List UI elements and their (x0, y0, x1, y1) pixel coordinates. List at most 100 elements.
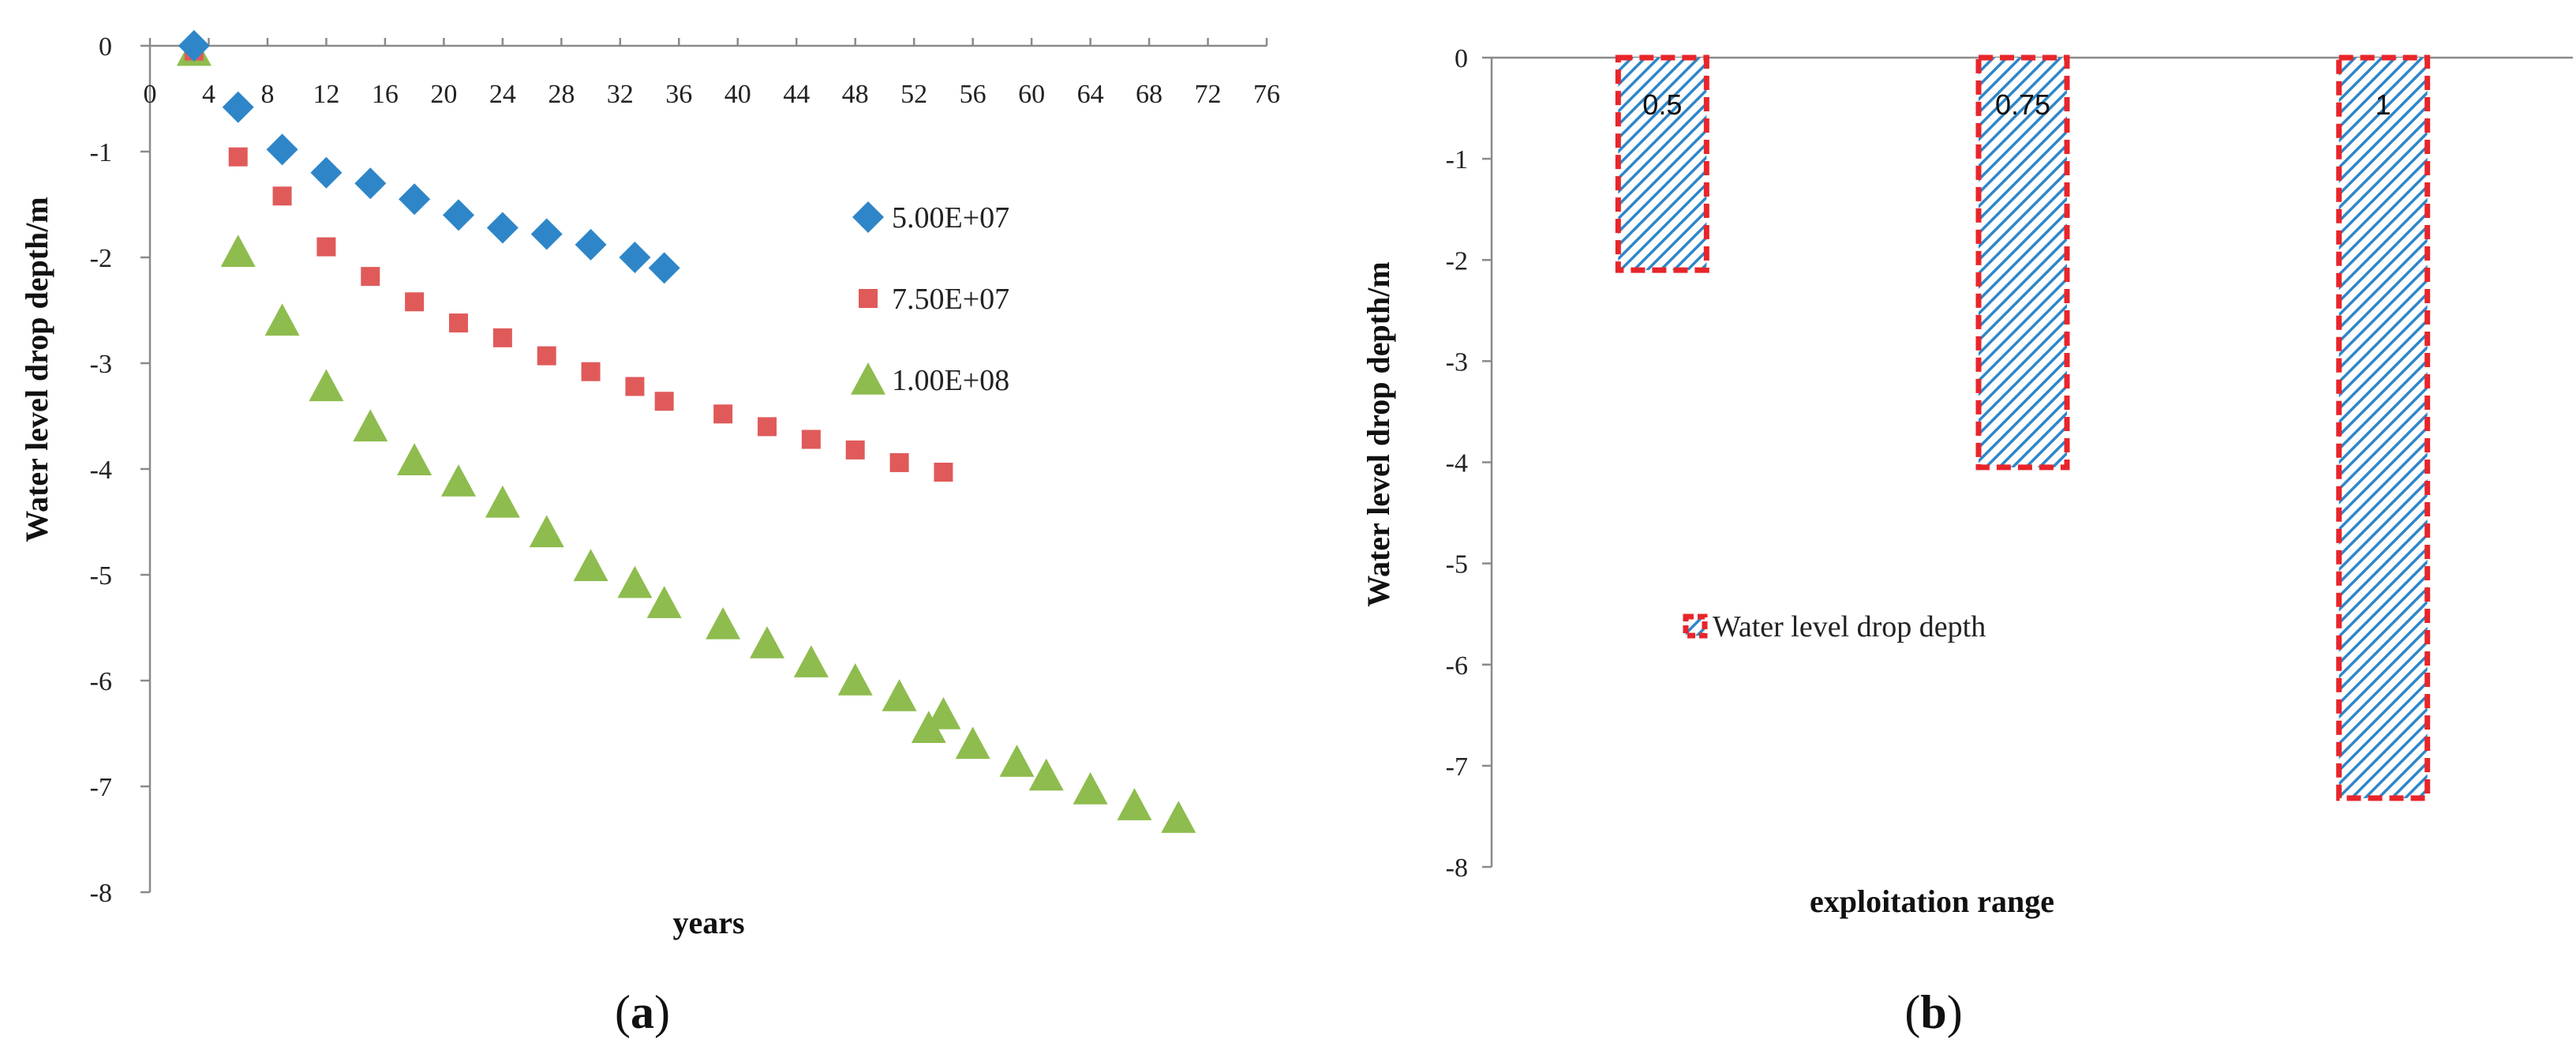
chart-b-y-tick-label: -6 (1446, 651, 1468, 681)
chart-b-bars: 0.5 0.75 1 (1615, 54, 2431, 801)
chart-a-point-diamond (222, 91, 254, 123)
legend-entry-label: Water level drop depth (1713, 610, 1986, 643)
chart-a-y-tick-label: -7 (90, 773, 112, 802)
chart-b-y-ticks: 0 -1 -2 -3 -4 -5 -6 -7 -8 (1446, 44, 1492, 883)
panel-a-label: (a) (615, 986, 670, 1038)
chart-a-point-square (228, 147, 248, 167)
chart-a-point-square (316, 237, 336, 257)
chart-a-point-triangle (646, 586, 682, 618)
chart-a-point-triangle (617, 565, 653, 598)
chart-a-x-tick-label: 60 (1018, 80, 1045, 109)
chart-a-y-tick-label: -5 (90, 561, 112, 591)
bar-1 (2336, 54, 2431, 801)
chart-a-y-ticks: 0 -1 -2 -3 -4 -5 -6 -7 -8 (90, 32, 150, 908)
chart-a-point-square (625, 377, 645, 396)
chart-a-y-tick-label: -2 (90, 244, 112, 273)
chart-a-point-diamond (178, 30, 210, 62)
chart-a-point-square (654, 392, 674, 411)
chart-a-point-triangle (882, 679, 917, 711)
chart-a-point-triangle (353, 409, 388, 442)
chart-a-point-triangle (485, 485, 520, 518)
chart-a-point-triangle (706, 606, 741, 640)
chart-a-point-triangle (837, 663, 873, 696)
chart-a-x-tick-label: 8 (260, 80, 274, 109)
chart-b: 0 -1 -2 -3 -4 -5 -6 -7 -8 0.5 0.75 1 Water level d… (1361, 44, 2573, 1038)
chart-a-x-tick-label: 64 (1077, 80, 1104, 109)
chart-a-point-square (934, 463, 953, 482)
chart-b-y-axis-title: Water level drop depth/m (1361, 261, 1396, 606)
chart-a-x-tick-label: 16 (372, 80, 399, 109)
chart-a-point-square (272, 186, 292, 206)
chart-a-point-square (889, 452, 909, 472)
chart-a-point-square (361, 267, 380, 287)
chart-a-point-triangle (749, 626, 784, 658)
chart-a-point-triangle (529, 515, 564, 548)
chart-a-y-axis-title: Water level drop depth/m (19, 197, 54, 542)
chart-a: 0 4 8 12 16 20 24 28 32 36 40 44 48 52 56 60 64 68 72 76 0-… (19, 30, 1280, 1038)
chart-a-y-tick-label: 0 (99, 32, 112, 62)
bar-data-label: 0.5 (1642, 88, 1682, 121)
chart-a-x-tick-label: 36 (665, 80, 692, 109)
chart-a-point-diamond (575, 228, 607, 261)
chart-a-x-tick-label: 28 (548, 80, 575, 109)
chart-a-x-tick-label: 24 (489, 80, 516, 109)
chart-a-x-tick-label: 76 (1253, 80, 1280, 109)
bar-0.75 (1975, 54, 2070, 471)
chart-a-point-triangle (440, 464, 476, 497)
chart-a-point-diamond (619, 242, 651, 273)
bar-0.5 (1615, 54, 1709, 273)
chart-a-point-triangle (573, 549, 608, 581)
legend-entry-label: 7.50E+07 (892, 283, 1009, 316)
chart-b-y-tick-label: 0 (1455, 44, 1468, 73)
chart-a-x-tick-label: 48 (842, 80, 869, 109)
chart-a-point-square (581, 362, 601, 381)
chart-a-x-tick-label: 4 (202, 80, 215, 109)
chart-a-point-triangle (220, 234, 256, 267)
chart-a-point-square (757, 417, 777, 437)
chart-a-point-triangle (999, 745, 1035, 777)
chart-a-point-square (492, 328, 512, 347)
legend-entry-label: 1.00E+08 (892, 364, 1009, 397)
chart-a-point-square (537, 346, 556, 366)
chart-a-x-tick-label: 12 (313, 80, 339, 109)
chart-a-x-tick-label: 68 (1136, 80, 1163, 109)
legend-marker-diamond (852, 201, 884, 233)
legend-entry-label: 5.00E+07 (892, 201, 1009, 234)
chart-a-x-tick-label: 56 (960, 80, 987, 109)
chart-b-x-axis-title: exploitation range (1810, 884, 2054, 919)
chart-a-point-triangle (264, 303, 300, 336)
chart-b-y-tick-label: -2 (1446, 246, 1468, 276)
chart-a-point-diamond (442, 199, 474, 231)
panel-b-label: (b) (1904, 986, 1962, 1038)
chart-a-point-diamond (486, 212, 519, 244)
chart-a-x-axis-title: years (672, 905, 744, 940)
chart-a-point-triangle (1073, 772, 1108, 805)
chart-a-x-tick-label: 44 (783, 80, 810, 109)
chart-a-point-diamond (310, 156, 343, 189)
chart-a-point-square (845, 440, 865, 460)
bar-data-label: 0.75 (1995, 88, 2050, 121)
chart-a-point-triangle (1117, 788, 1152, 820)
chart-a-y-tick-label: -3 (90, 350, 112, 379)
chart-a-point-triangle (1028, 758, 1064, 791)
chart-a-x-tick-label: 52 (900, 80, 927, 109)
chart-a-x-tick-label: 20 (430, 80, 457, 109)
chart-a-point-triangle (309, 369, 344, 402)
chart-a-point-diamond (399, 183, 431, 216)
chart-a-x-tick-label: 32 (607, 80, 634, 109)
chart-b-y-tick-label: -8 (1446, 854, 1468, 883)
chart-a-point-square (801, 430, 821, 449)
legend-swatch-bar (1683, 613, 1708, 639)
chart-a-x-tick-label: 72 (1195, 80, 1222, 109)
chart-b-legend: Water level drop depth (1683, 610, 1986, 643)
chart-a-point-square (405, 292, 425, 312)
chart-b-y-tick-label: -7 (1446, 752, 1468, 782)
chart-a-point-diamond (266, 133, 298, 166)
chart-a-point-square (713, 404, 733, 424)
chart-a-y-tick-label: -4 (90, 456, 112, 485)
chart-a-legend: 5.00E+07 7.50E+07 1.00E+08 (851, 201, 1009, 397)
chart-a-point-triangle (926, 696, 961, 730)
chart-a-point-triangle (397, 443, 432, 475)
chart-b-y-tick-label: -4 (1446, 449, 1468, 478)
